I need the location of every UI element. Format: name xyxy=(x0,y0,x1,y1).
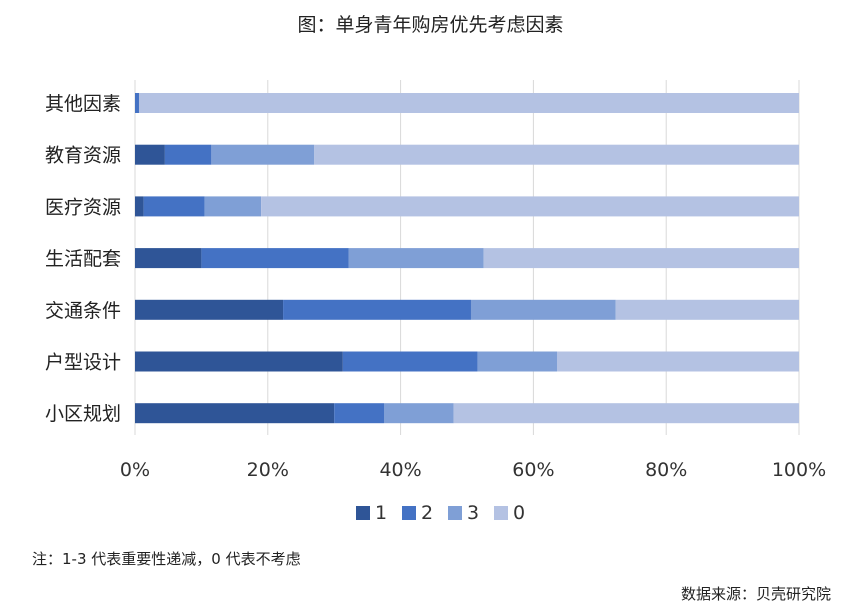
x-tick-label: 40% xyxy=(379,459,421,481)
bar-segment xyxy=(143,196,205,217)
category-label: 其他因素 xyxy=(45,93,121,115)
legend-swatch xyxy=(356,506,370,520)
bar-segment xyxy=(164,144,212,165)
footnote: 注：1-3 代表重要性递减，0 代表不考虑 xyxy=(32,550,301,568)
chart-title: 图：单身青年购房优先考虑因素 xyxy=(297,14,564,36)
bar-segment xyxy=(557,351,799,372)
bar-segment xyxy=(283,299,471,320)
bar-segment xyxy=(135,248,202,269)
legend-label: 2 xyxy=(421,502,433,524)
category-label: 户型设计 xyxy=(45,352,121,374)
bar-segment xyxy=(334,403,384,424)
x-tick-label: 80% xyxy=(645,459,687,481)
bar-segment xyxy=(135,93,139,113)
bar-segment xyxy=(138,93,799,113)
bar-segment xyxy=(135,351,343,372)
category-label: 小区规划 xyxy=(45,403,121,425)
category-label: 医疗资源 xyxy=(45,196,121,218)
bar-segment xyxy=(211,144,315,165)
bar-segment xyxy=(615,299,799,320)
x-tick-label: 20% xyxy=(247,459,289,481)
category-label: 交通条件 xyxy=(45,300,121,322)
bar-segment xyxy=(135,403,335,424)
x-tick-label: 100% xyxy=(772,459,826,481)
legend-swatch xyxy=(402,506,416,520)
bar-segment xyxy=(135,299,284,320)
legend-swatch xyxy=(494,506,508,520)
legend-label: 3 xyxy=(467,502,479,524)
bar-segment xyxy=(483,248,799,269)
bar-segment xyxy=(477,351,558,372)
bar-segment xyxy=(314,144,799,165)
category-label: 生活配套 xyxy=(45,248,121,270)
bar-segment xyxy=(384,403,454,424)
data-source: 数据来源：贝壳研究院 xyxy=(680,585,831,603)
bar-segment xyxy=(453,403,799,424)
legend-label: 0 xyxy=(513,502,525,524)
x-tick-label: 0% xyxy=(120,459,150,481)
bar-segment xyxy=(342,351,478,372)
bar-segment xyxy=(201,248,349,269)
bar-segment xyxy=(135,144,165,165)
bar-segment xyxy=(470,299,616,320)
category-label: 教育资源 xyxy=(45,145,121,167)
bar-segment xyxy=(135,196,144,217)
legend-swatch xyxy=(448,506,462,520)
bar-segment xyxy=(348,248,484,269)
legend-label: 1 xyxy=(375,502,387,524)
x-tick-label: 60% xyxy=(512,459,554,481)
bar-segment xyxy=(261,196,799,217)
bar-segment xyxy=(204,196,262,217)
